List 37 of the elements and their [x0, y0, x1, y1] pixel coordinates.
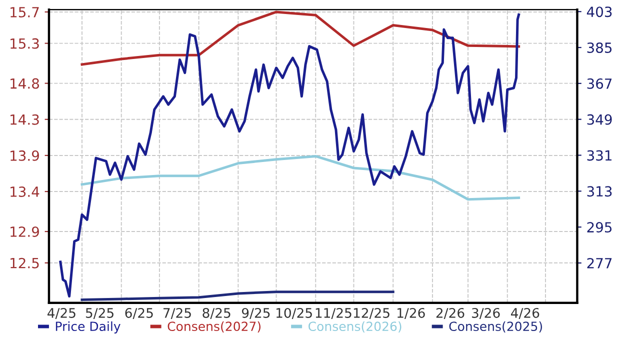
y2-tick-label: 313 — [587, 186, 612, 197]
y2-tick-label: 295 — [587, 222, 612, 233]
x-tick-label: 3/26 — [472, 308, 500, 319]
x-tick-label: 2/26 — [436, 308, 464, 319]
y2-tick-label: 331 — [587, 150, 612, 161]
y-tick-label: 12.5 — [10, 258, 39, 268]
line-series — [59, 13, 520, 298]
x-tick-label: 7/25 — [164, 308, 191, 319]
line-series — [80, 290, 394, 301]
x-tick-label: 6/25 — [125, 308, 153, 319]
y2-tick-label: 277 — [587, 258, 612, 268]
y2-tick-label: 385 — [587, 42, 612, 53]
y2-tick-label: 403 — [586, 6, 612, 18]
legend-label: Consens(2027) — [168, 321, 260, 333]
y2-tick-label: 349 — [587, 114, 612, 125]
y-tick-label: 13.9 — [10, 150, 39, 161]
y-tick-label: 15.7 — [10, 7, 39, 18]
legend-label: Consens(2025) — [449, 321, 542, 333]
x-tick-label: 4/25 — [48, 308, 76, 319]
y-tick-label: 15.3 — [10, 38, 39, 49]
y-tick-label: 14.3 — [10, 114, 39, 125]
legend-label: Consens(2026) — [308, 321, 402, 333]
x-tick-label: 4/26 — [510, 308, 540, 319]
y-tick-label: 13.4 — [10, 186, 40, 197]
x-tick-label: 9/25 — [242, 308, 270, 319]
x-tick-label: 5/25 — [86, 308, 114, 319]
x-tick-label: 10/25 — [276, 308, 312, 319]
x-tick-label: 8/25 — [202, 308, 230, 319]
line-series — [80, 10, 520, 66]
x-tick-label: 11/25 — [316, 308, 352, 319]
legend-label: Price Daily — [56, 321, 120, 334]
y2-tick-label: 367 — [587, 78, 612, 89]
y-tick-label: 14.8 — [10, 78, 39, 89]
x-tick-label: 1/26 — [398, 308, 425, 319]
line-series — [80, 154, 520, 201]
y-tick-label: 12.9 — [10, 226, 39, 237]
x-tick-label: 12/25 — [354, 308, 390, 319]
